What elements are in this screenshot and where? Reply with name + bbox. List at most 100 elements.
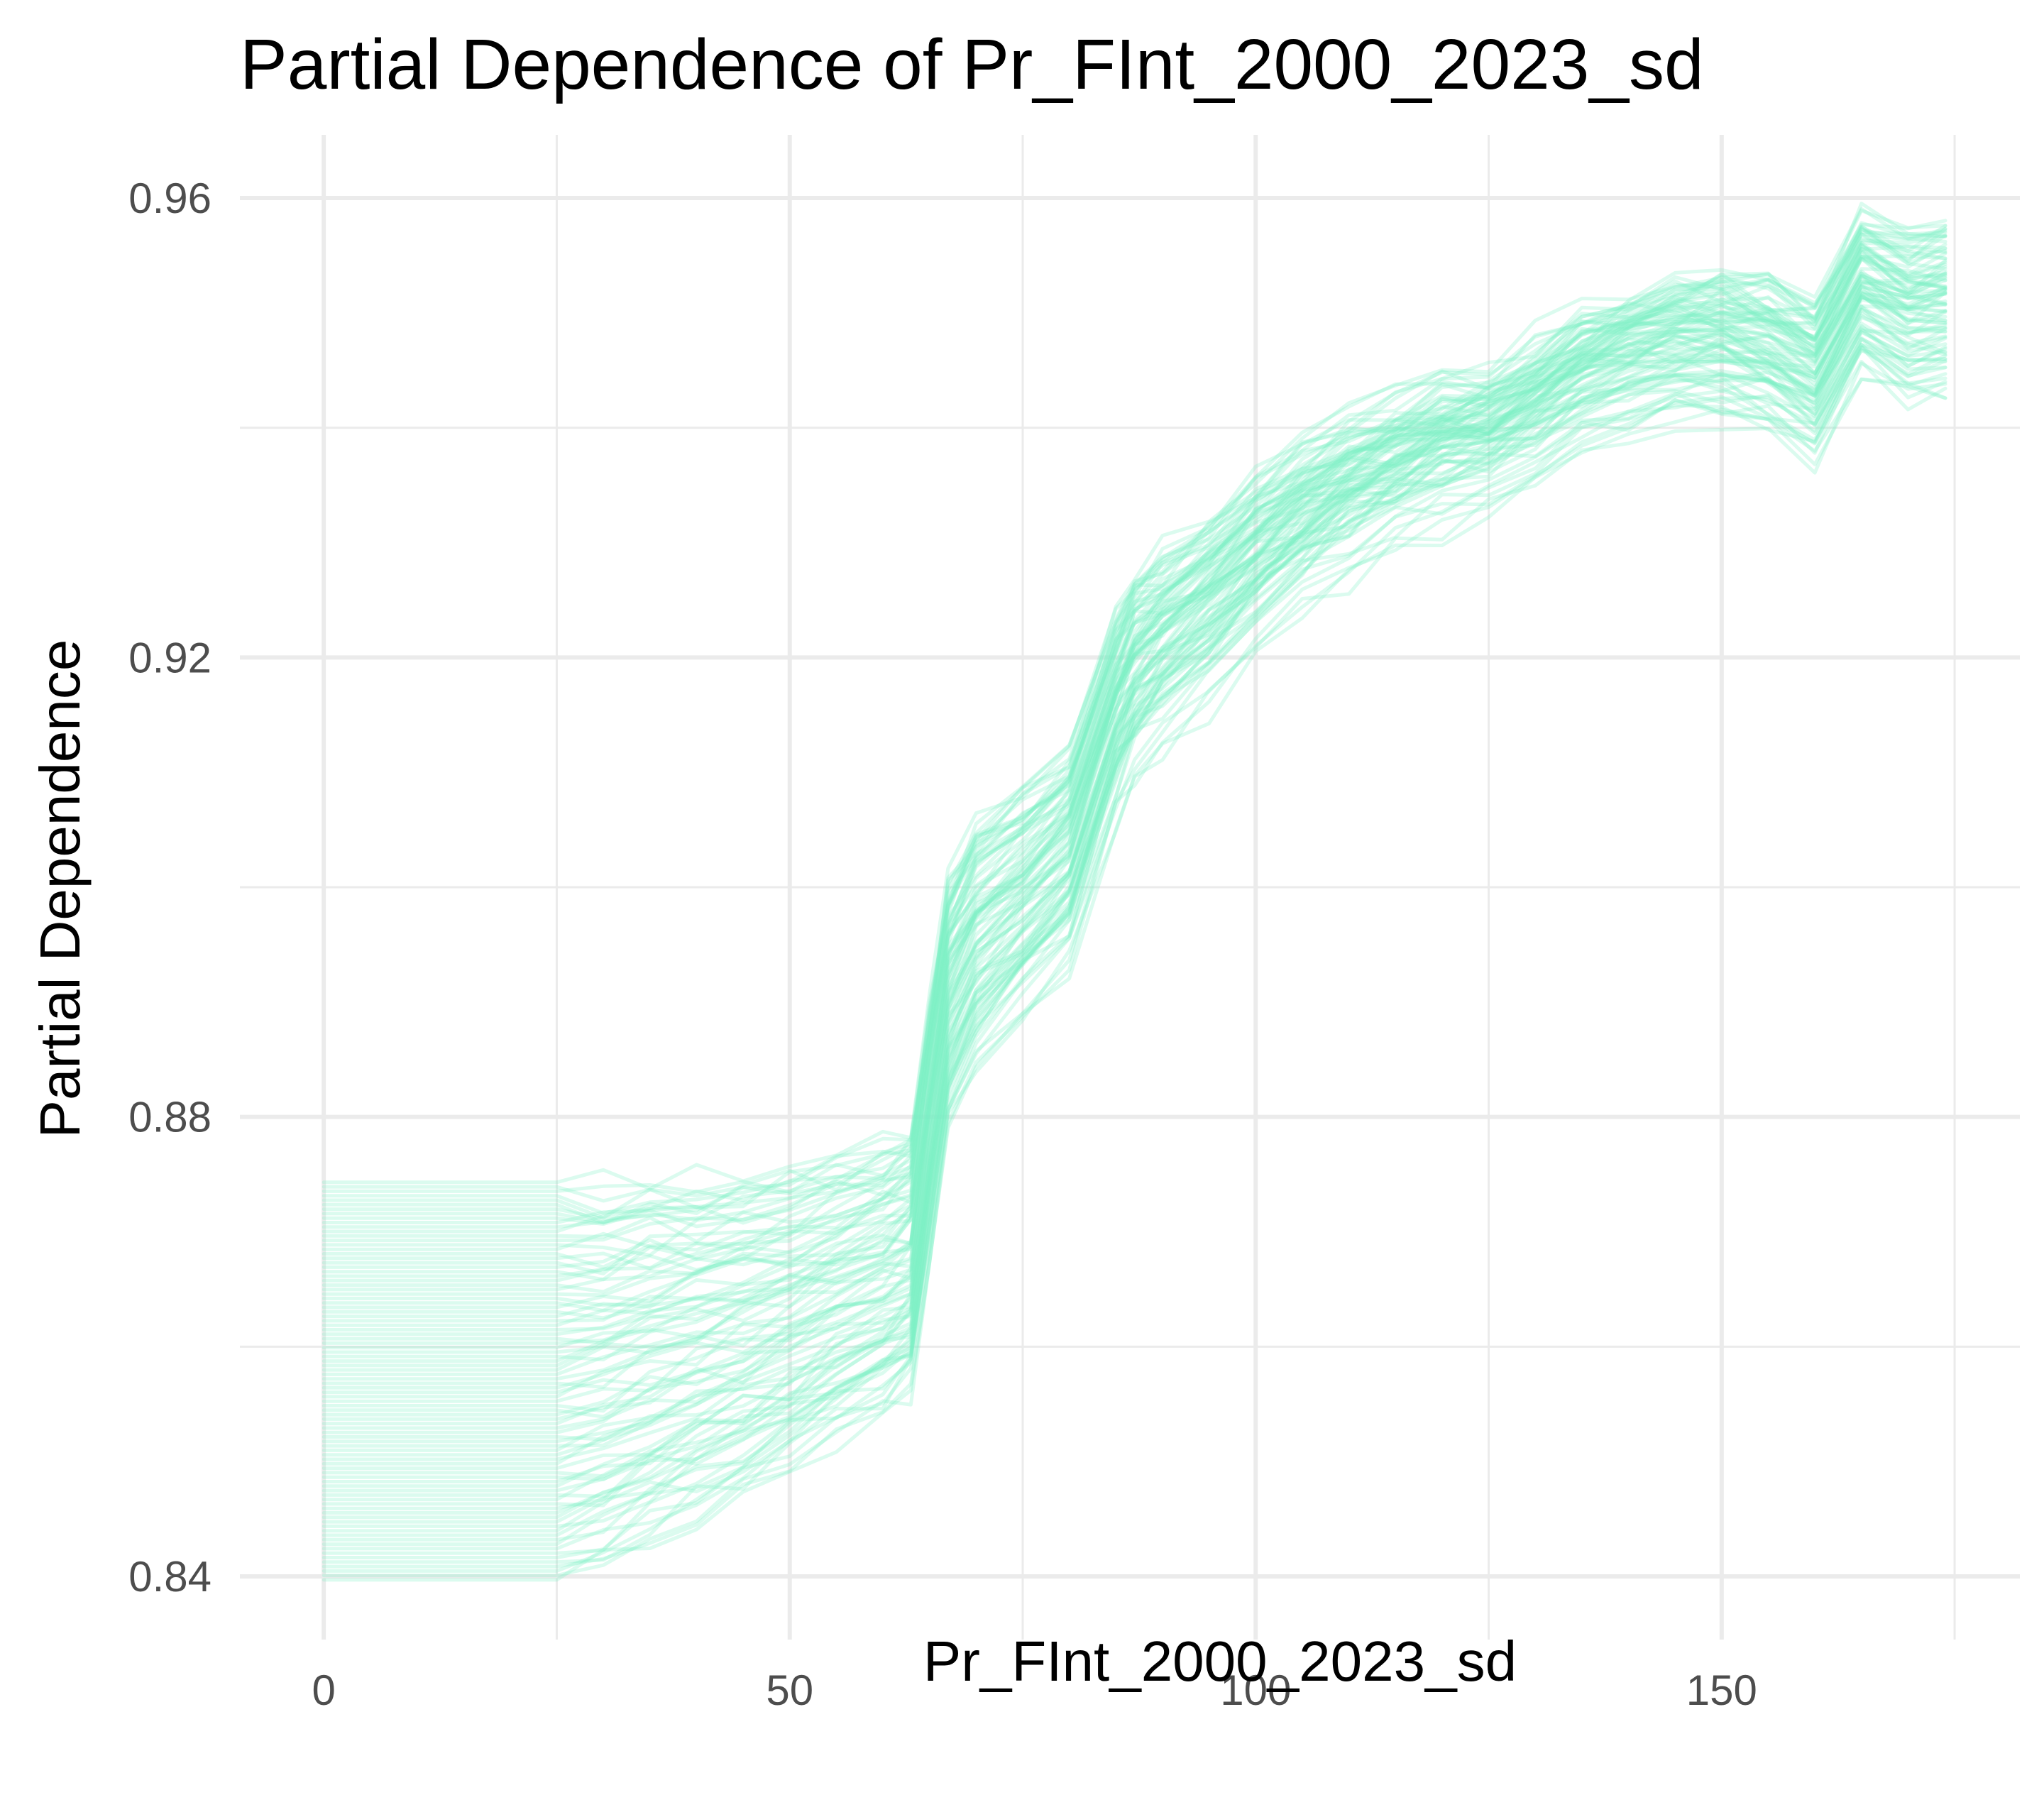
x-axis-tick-labels: 0 50 100 150 [312,1667,1757,1714]
y-tick-label: 0.92 [128,634,211,681]
ice-curve [322,242,1947,1354]
ice-curve [322,293,1947,1452]
ice-curve [322,243,1947,1483]
ice-curve [322,229,1947,1421]
ice-curve [322,243,1947,1528]
ice-curve [322,271,1947,1417]
ice-curve [322,283,1947,1221]
ice-curve [322,295,1947,1508]
ice-curve [322,295,1947,1278]
major-gridlines [240,135,2020,1640]
ice-curve [322,327,1947,1478]
ice-curve [322,247,1947,1297]
ice-curve [322,316,1947,1481]
ice-curve [322,249,1947,1225]
ice-curve [322,330,1947,1551]
y-axis-title: Partial Dependence [28,639,92,1138]
ice-curve [322,209,1947,1559]
ice-curve [322,273,1947,1292]
ice-curve [322,224,1947,1368]
ice-curve [322,275,1947,1564]
ice-curve [322,360,1947,1448]
ice-curve [322,224,1947,1310]
ice-curve [322,236,1947,1275]
ice-curve [322,312,1947,1257]
ice-curve [322,245,1947,1498]
ice-curve [322,307,1947,1220]
ice-curve [322,304,1947,1426]
minor-gridlines [240,135,2020,1640]
ice-curve [322,255,1947,1573]
ice-curve [322,230,1947,1234]
ice-curve [322,271,1947,1362]
ice-curve [322,243,1947,1350]
ice-curve [322,232,1947,1229]
ice-curve [322,234,1947,1413]
ice-curve [322,251,1947,1488]
ice-curve [322,293,1947,1376]
ice-curve [322,304,1947,1319]
ice-curve [322,226,1947,1434]
ice-curve [322,285,1947,1520]
ice-curve [322,295,1947,1203]
ice-curve [322,232,1947,1243]
ice-curve [322,241,1947,1461]
ice-curve [322,279,1947,1282]
ice-curve [322,255,1947,1547]
ice-curve [322,202,1947,1555]
ice-curve [322,326,1947,1323]
ice-curve [322,343,1947,1195]
ice-curve [322,278,1947,1345]
ice-curve [322,343,1947,1270]
ice-curve [322,348,1947,1578]
ice-curve [322,322,1947,1471]
y-tick-label: 0.84 [128,1553,211,1601]
x-axis-title: Pr_FInt_2000_2023_sd [923,1630,1517,1693]
ice-curve [322,221,1947,1515]
ice-curve [322,267,1947,1537]
ice-curves [322,202,1947,1582]
ice-curve [322,324,1947,1389]
x-tick-label: 50 [766,1667,813,1714]
ice-curve [322,336,1947,1533]
ice-curve [322,377,1947,1444]
ice-curve [322,345,1947,1493]
ice-curve [322,275,1947,1390]
ice-curve [322,241,1947,1372]
ice-curve [322,297,1947,1215]
y-tick-label: 0.88 [128,1094,211,1141]
ice-curve [322,254,1947,1336]
y-axis-tick-labels: 0.84 0.88 0.92 0.96 [128,175,211,1601]
ice-curve [322,280,1947,1419]
x-tick-label: 100 [1220,1667,1291,1714]
ice-curve [322,257,1947,1283]
ice-curve [322,377,1947,1582]
ice-curve [322,343,1947,1225]
ice-curve [322,361,1947,1569]
ice-curve [322,329,1947,1307]
ice-curve [322,275,1947,1229]
ice-curve [322,246,1947,1466]
ice-curve [322,257,1947,1524]
ice-curve [322,314,1947,1457]
ice-curve [322,274,1947,1542]
ice-curve [322,304,1947,1269]
ice-curve [322,345,1947,1294]
ice-curve [322,307,1947,1226]
ice-curve [322,337,1947,1395]
ice-curve [322,207,1947,1399]
ice-curve [322,228,1947,1269]
ice-curve [322,292,1947,1430]
ice-curve [322,219,1947,1510]
ice-curve [322,284,1947,1442]
ice-curve [322,269,1947,1345]
ice-curve [322,337,1947,1332]
ice-curve [322,348,1947,1320]
x-tick-label: 0 [312,1667,335,1714]
ice-curve [322,290,1947,1244]
chart-title: Partial Dependence of Pr_FInt_2000_2023_… [240,25,1704,104]
ice-curve [322,226,1947,1363]
ice-curve [322,322,1947,1312]
ice-curve [322,256,1947,1403]
